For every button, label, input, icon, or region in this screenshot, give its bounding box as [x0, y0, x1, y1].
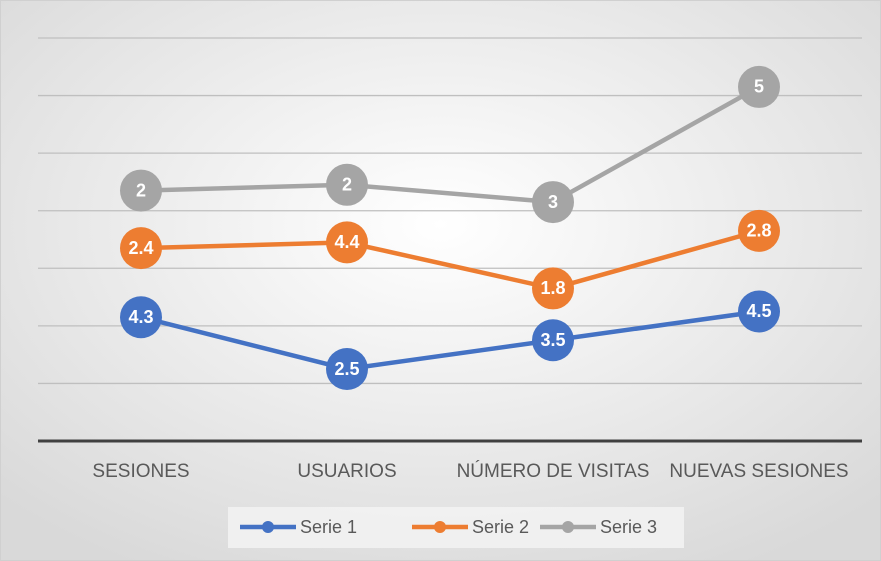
legend-marker [562, 521, 574, 533]
data-label: 3.5 [540, 330, 565, 350]
x-tick-label: NUEVAS SESIONES [669, 461, 848, 482]
series-line [140, 84, 761, 205]
marker [738, 290, 780, 333]
marker [326, 163, 368, 206]
data-label: 2 [136, 180, 146, 200]
data-label: 4.5 [746, 301, 771, 321]
marker [120, 296, 162, 339]
x-tick-label: SESIONES [92, 461, 189, 482]
data-label: 4.4 [334, 232, 359, 252]
x-tick-label: NÚMERO DE VISITAS [457, 460, 650, 482]
marker [532, 319, 574, 362]
marker [120, 169, 162, 212]
data-label: 3 [548, 192, 558, 212]
data-label: 5 [754, 77, 764, 97]
data-label: 2 [342, 175, 352, 195]
marker [738, 65, 780, 108]
legend-marker [262, 521, 274, 533]
marker [326, 221, 368, 264]
data-label: 2.8 [746, 221, 771, 241]
legend-marker [434, 521, 446, 533]
legend-label: Serie 2 [472, 517, 529, 537]
marker [326, 348, 368, 391]
data-label: 2.5 [334, 359, 359, 379]
series-line [140, 228, 760, 291]
data-label: 2.4 [128, 238, 153, 258]
series-line [140, 309, 760, 372]
data-label: 4.3 [128, 307, 153, 327]
marker [738, 209, 780, 252]
marker [532, 267, 574, 310]
marker [120, 227, 162, 270]
x-tick-label: USUARIOS [297, 461, 396, 482]
legend-label: Serie 3 [600, 517, 657, 537]
marker [532, 181, 574, 224]
data-label: 1.8 [540, 278, 565, 298]
legend-label: Serie 1 [300, 517, 357, 537]
